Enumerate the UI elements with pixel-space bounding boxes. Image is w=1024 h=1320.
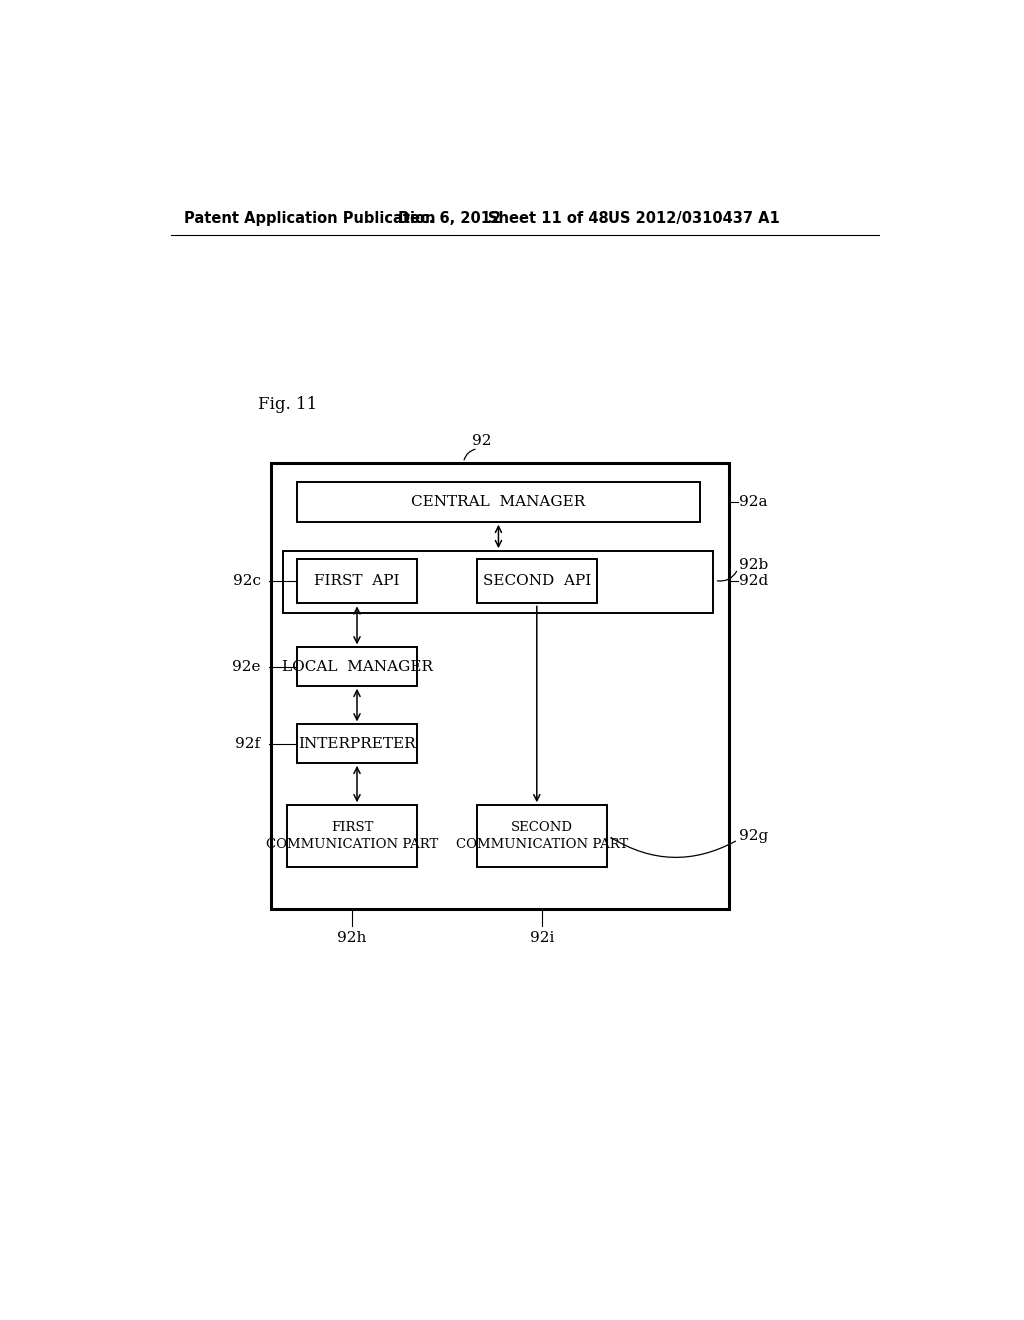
Bar bbox=[477, 558, 597, 603]
Text: US 2012/0310437 A1: US 2012/0310437 A1 bbox=[608, 211, 780, 226]
Text: 92i: 92i bbox=[529, 932, 554, 945]
Text: CENTRAL  MANAGER: CENTRAL MANAGER bbox=[412, 495, 586, 508]
Text: FIRST  API: FIRST API bbox=[314, 574, 399, 589]
Text: 92f: 92f bbox=[236, 737, 260, 751]
Bar bbox=[271, 462, 729, 909]
Text: 92d: 92d bbox=[739, 574, 769, 589]
Text: Fig. 11: Fig. 11 bbox=[258, 396, 317, 413]
Text: SECOND
COMMUNICATION PART: SECOND COMMUNICATION PART bbox=[456, 821, 628, 851]
Bar bbox=[297, 725, 417, 763]
Text: 92b: 92b bbox=[739, 558, 769, 572]
Text: INTERPRETER: INTERPRETER bbox=[298, 737, 416, 751]
Text: Sheet 11 of 48: Sheet 11 of 48 bbox=[488, 211, 609, 226]
Text: 92c: 92c bbox=[232, 574, 260, 589]
Bar bbox=[297, 647, 417, 686]
Text: FIRST
COMMUNICATION PART: FIRST COMMUNICATION PART bbox=[266, 821, 438, 851]
Bar bbox=[477, 805, 607, 867]
Text: SECOND  API: SECOND API bbox=[482, 574, 591, 589]
Text: 92g: 92g bbox=[739, 829, 769, 843]
Text: Patent Application Publication: Patent Application Publication bbox=[183, 211, 435, 226]
Bar bbox=[287, 805, 417, 867]
Text: 92e: 92e bbox=[232, 660, 260, 673]
Text: Dec. 6, 2012: Dec. 6, 2012 bbox=[397, 211, 501, 226]
Text: LOCAL  MANAGER: LOCAL MANAGER bbox=[282, 660, 432, 673]
Bar bbox=[297, 482, 700, 521]
Bar bbox=[297, 558, 417, 603]
Text: 92a: 92a bbox=[739, 495, 768, 508]
Bar bbox=[283, 552, 713, 612]
Text: 92: 92 bbox=[472, 434, 492, 447]
Text: 92h: 92h bbox=[337, 932, 367, 945]
